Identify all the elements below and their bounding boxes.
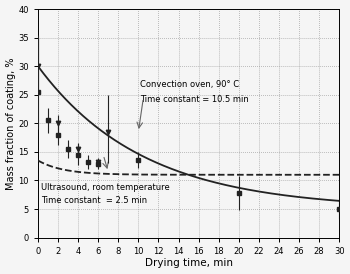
Text: Time constant  = 2.5 min: Time constant = 2.5 min xyxy=(41,196,147,205)
Y-axis label: Mass fraction of coating, %: Mass fraction of coating, % xyxy=(6,57,15,190)
X-axis label: Drying time, min: Drying time, min xyxy=(145,258,232,269)
Text: Time constant = 10.5 min: Time constant = 10.5 min xyxy=(140,95,249,104)
Text: Ultrasound, room temperature: Ultrasound, room temperature xyxy=(41,183,170,192)
Text: Convection oven, 90° C: Convection oven, 90° C xyxy=(140,81,239,90)
